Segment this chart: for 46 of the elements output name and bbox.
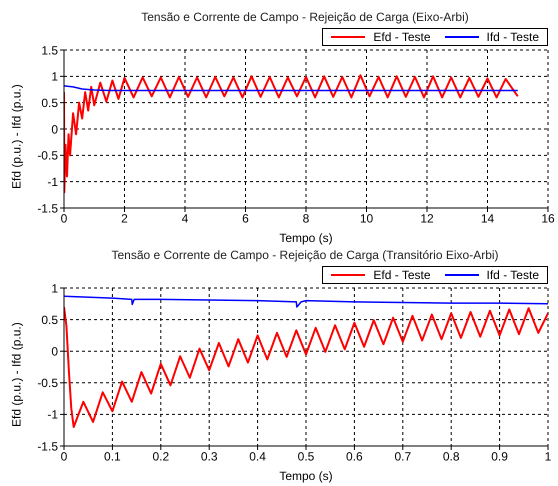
x-tick-label: 14 [480,212,494,226]
x-tick-label: 4 [182,212,189,226]
x-tick-label: 0.3 [200,450,218,464]
y-tick-label: 1 [51,70,58,84]
x-axis-title: Tempo (s) [279,469,333,483]
y-tick-label: -1 [47,174,58,189]
x-tick-label: 2 [121,212,128,226]
y-tick-label: -0.5 [37,376,58,390]
y-tick-label: -0.5 [37,148,58,163]
y-tick-label: -1.5 [37,439,58,454]
legend-label: Efd - Teste [373,30,431,44]
chart-title: Tensão e Corrente de Campo - Rejeição de Carga (Transitório Eixo-Arbi) [110,248,500,262]
x-tick-label: 0 [60,450,68,464]
x-tick-label: 0.8 [442,450,460,464]
x-tick-label: 0.9 [491,450,508,464]
x-tick-label: 0.4 [249,450,266,464]
y-tick-label: -1 [47,408,58,422]
legend-label: Efd - Teste [373,268,431,282]
y-axis-title: Efd (p.u.) - Ifd (p.u.) [9,84,24,189]
x-tick-label: 6 [242,212,250,226]
y-tick-label: 0.5 [41,312,58,327]
x-tick-label: 0.2 [152,450,170,464]
x-tick-label: 16 [541,212,555,226]
chart-title: Tensão e Corrente de Campo - Rejeição de Carga (Eixo-Arbi) [140,10,470,24]
x-axis-title: Tempo (s) [279,231,333,245]
legend-label: Ifd - Teste [486,268,539,282]
line-series [64,306,548,428]
y-tick-label: -1.5 [37,201,58,216]
x-tick-label: 1 [544,450,552,464]
x-tick-label: 0.5 [298,450,315,464]
y-tick-label: 1 [51,281,58,296]
y-tick-label: 0 [51,122,58,136]
y-tick-label: 0.5 [41,96,58,110]
y-tick-label: 1.5 [41,43,58,58]
x-tick-label: 0.7 [394,450,412,464]
y-tick-label: 0 [51,344,58,358]
x-tick-label: 0.1 [104,450,122,464]
x-tick-label: 0 [60,212,68,226]
y-axis-title: Efd (p.u.) - Ifd (p.u.) [9,322,24,427]
x-tick-label: 12 [420,212,434,226]
x-tick-label: 10 [360,212,374,226]
x-tick-label: 0.6 [346,450,364,464]
x-tick-label: 8 [302,212,310,226]
line-series [64,295,548,308]
line-series [64,74,519,194]
legend-label: Ifd - Teste [486,30,539,44]
